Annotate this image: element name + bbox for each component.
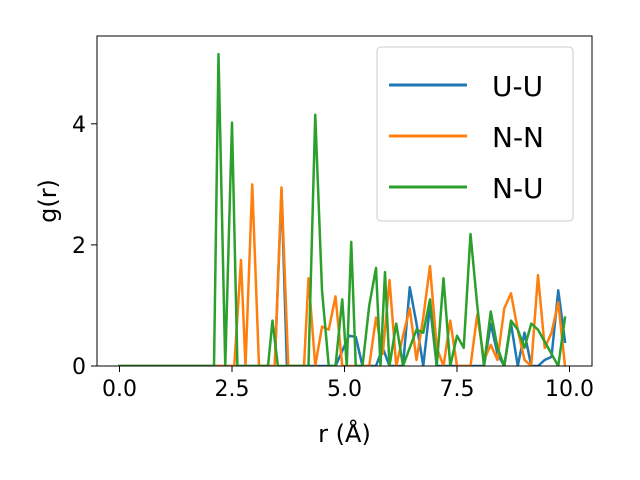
x-tick-label: 2.5	[215, 377, 250, 402]
legend-label-u-u: U-U	[492, 70, 543, 103]
y-axis: 0 2 4	[72, 113, 97, 380]
x-tick-label: 5.0	[327, 377, 362, 402]
x-axis: 0.0 2.5 5.0 7.5 10.0	[102, 366, 594, 402]
y-axis-label: g(r)	[34, 179, 62, 223]
x-tick-label: 10.0	[545, 377, 594, 402]
x-tick-label: 0.0	[102, 377, 137, 402]
y-tick-label: 4	[72, 113, 86, 138]
series-line-n-n	[118, 183, 567, 366]
legend: U-U N-N N-U	[376, 46, 574, 222]
series-layer	[118, 52, 567, 366]
x-axis-label: r (Å)	[318, 419, 371, 448]
series-line-n-u	[118, 52, 567, 366]
legend-label-n-u: N-U	[492, 172, 544, 205]
y-tick-label: 0	[72, 355, 86, 380]
legend-label-n-n: N-N	[492, 121, 544, 154]
x-tick-label: 7.5	[440, 377, 475, 402]
legend-box	[376, 46, 574, 222]
y-tick-label: 2	[72, 234, 86, 259]
